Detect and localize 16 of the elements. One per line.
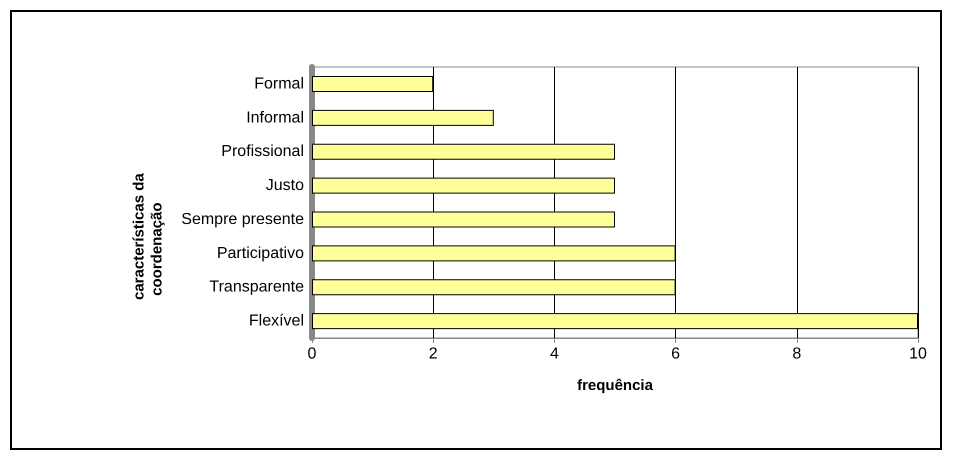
y-tick-label: Profissional bbox=[221, 143, 304, 160]
x-tick-label: 0 bbox=[308, 346, 317, 362]
y-tick-label: Flexível bbox=[248, 312, 304, 330]
y-tick-label: Formal bbox=[254, 75, 304, 92]
x-tick-label: 4 bbox=[550, 346, 559, 362]
y-tick-label: Transparente bbox=[209, 278, 304, 296]
y-tick-label: Informal bbox=[246, 109, 304, 126]
x-tick-label: 6 bbox=[671, 346, 680, 362]
y-axis-title: características da coordenação bbox=[130, 172, 166, 300]
y-tick-label: Sempre presente bbox=[181, 210, 304, 228]
y-tick-label: Participativo bbox=[216, 244, 304, 262]
x-tick-label: 10 bbox=[909, 346, 927, 362]
x-axis-title: frequência bbox=[577, 377, 654, 394]
y-tick-label: Justo bbox=[266, 177, 304, 194]
x-tick-label: 8 bbox=[792, 346, 802, 362]
x-tick-label: 2 bbox=[428, 346, 438, 362]
